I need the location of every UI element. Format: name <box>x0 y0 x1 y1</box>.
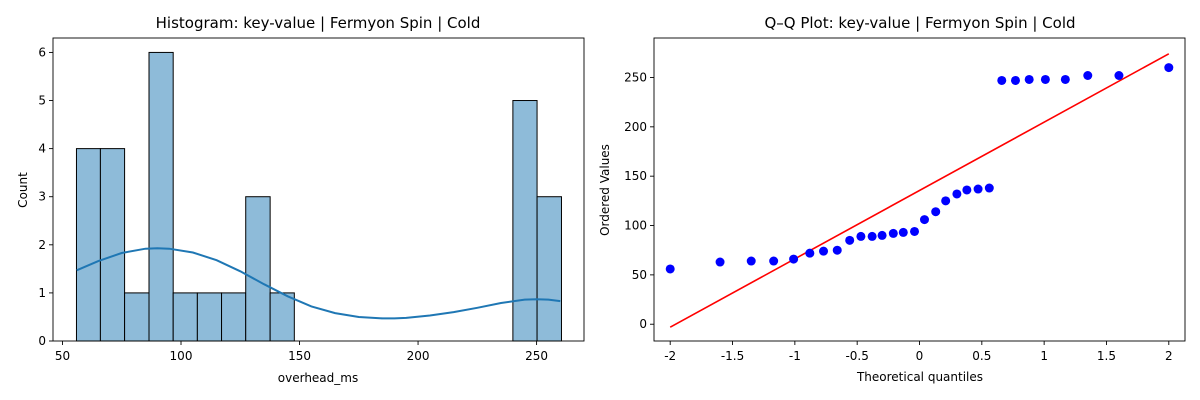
qq-point <box>1114 71 1124 81</box>
qq-plot-title: Q–Q Plot: key-value | Fermyon Spin | Col… <box>764 14 1075 32</box>
histogram-bar <box>75 148 101 342</box>
histogram-kde-curve <box>76 247 561 320</box>
qq-point <box>715 257 725 267</box>
qq-x-tick-label: -1 <box>789 349 801 363</box>
qq-x-tick-label: -1.5 <box>721 349 744 363</box>
histogram-bar <box>245 196 271 342</box>
qq-point <box>888 228 898 238</box>
histogram-panel: Histogram: key-value | Fermyon Spin | Co… <box>16 14 585 385</box>
qq-point <box>1164 63 1174 73</box>
qq-point <box>856 231 866 241</box>
qq-point <box>819 246 829 256</box>
qq-plot-panel: Q–Q Plot: key-value | Fermyon Spin | Col… <box>598 14 1186 384</box>
qq-x-tick-label: 1 <box>1040 349 1048 363</box>
qq-point <box>941 196 951 206</box>
histogram-x-tick-label: 100 <box>170 349 193 363</box>
histogram-y-tick-label: 3 <box>38 190 46 204</box>
histogram-x-tick-label: 250 <box>525 349 548 363</box>
qq-x-tick-label: -2 <box>664 349 676 363</box>
histogram-y-tick-label: 6 <box>38 45 46 59</box>
histogram-y-tick-label: 2 <box>38 238 46 252</box>
histogram-bars <box>75 51 562 342</box>
qq-point <box>805 248 815 258</box>
histogram-x-tick-label: 200 <box>407 349 430 363</box>
histogram-y-ticks: 0 1 2 3 4 5 6 <box>38 45 53 348</box>
qq-point <box>845 235 855 245</box>
histogram-y-tick-label: 1 <box>38 286 46 300</box>
histogram-x-axis-label: overhead_ms <box>278 371 358 385</box>
histogram-y-tick-label: 5 <box>38 94 46 108</box>
qq-point <box>769 256 779 266</box>
qq-x-tick-label: 2 <box>1165 349 1173 363</box>
qq-point <box>877 230 887 240</box>
qq-x-tick-label: 1.5 <box>1097 349 1116 363</box>
qq-point <box>997 75 1007 85</box>
qq-x-tick-label: -0.5 <box>845 349 868 363</box>
qq-point <box>832 245 842 255</box>
qq-point <box>789 254 799 264</box>
qq-y-ticks: 0 50 100 150 200 250 <box>624 70 654 331</box>
qq-y-tick-label: 0 <box>639 317 647 331</box>
qq-x-axis-label: Theoretical quantiles <box>856 370 983 384</box>
qq-point <box>665 264 675 274</box>
histogram-bar <box>124 292 150 342</box>
qq-y-tick-label: 150 <box>624 169 647 183</box>
qq-point <box>973 184 983 194</box>
qq-point <box>952 189 962 199</box>
qq-point <box>962 185 972 195</box>
qq-point <box>1024 74 1034 84</box>
histogram-y-tick-label: 4 <box>38 142 46 156</box>
qq-point <box>984 183 994 193</box>
histogram-title: Histogram: key-value | Fermyon Spin | Co… <box>156 14 481 32</box>
qq-x-ticks: -2 -1.5 -1 -0.5 0 0.5 1 1.5 2 <box>664 341 1173 363</box>
qq-point <box>1010 75 1020 85</box>
qq-point <box>746 256 756 266</box>
histogram-bar <box>148 51 174 342</box>
histogram-bar <box>536 196 562 342</box>
qq-point <box>931 207 941 217</box>
histogram-bar <box>221 292 247 342</box>
histogram-bar <box>196 292 223 342</box>
qq-reference-line <box>669 53 1170 328</box>
qq-points <box>665 63 1174 274</box>
histogram-x-tick-label: 150 <box>288 349 311 363</box>
histogram-y-axis-label: Count <box>16 172 30 208</box>
histogram-x-tick-label: 50 <box>55 349 70 363</box>
qq-y-tick-label: 200 <box>624 120 647 134</box>
qq-axes-frame <box>653 37 1186 342</box>
histogram-x-ticks: 50 100 150 200 250 <box>55 341 548 363</box>
histogram-y-tick-label: 0 <box>38 334 46 348</box>
histogram-bar <box>512 100 538 342</box>
qq-y-tick-label: 250 <box>624 70 647 84</box>
histogram-bar <box>269 292 295 342</box>
histogram-bar <box>172 292 198 342</box>
qq-point <box>919 215 929 225</box>
qq-y-tick-label: 50 <box>632 268 647 282</box>
qq-point <box>1060 74 1070 84</box>
histogram-axes-frame <box>52 37 585 342</box>
qq-point <box>910 226 920 236</box>
qq-y-axis-label: Ordered Values <box>598 144 612 236</box>
qq-y-tick-label: 100 <box>624 219 647 233</box>
qq-x-tick-label: 0.5 <box>972 349 991 363</box>
qq-point <box>1040 74 1050 84</box>
qq-point <box>898 227 908 237</box>
qq-point <box>1083 71 1093 81</box>
qq-point <box>867 231 877 241</box>
qq-x-tick-label: 0 <box>916 349 924 363</box>
histogram-bar <box>99 148 126 342</box>
